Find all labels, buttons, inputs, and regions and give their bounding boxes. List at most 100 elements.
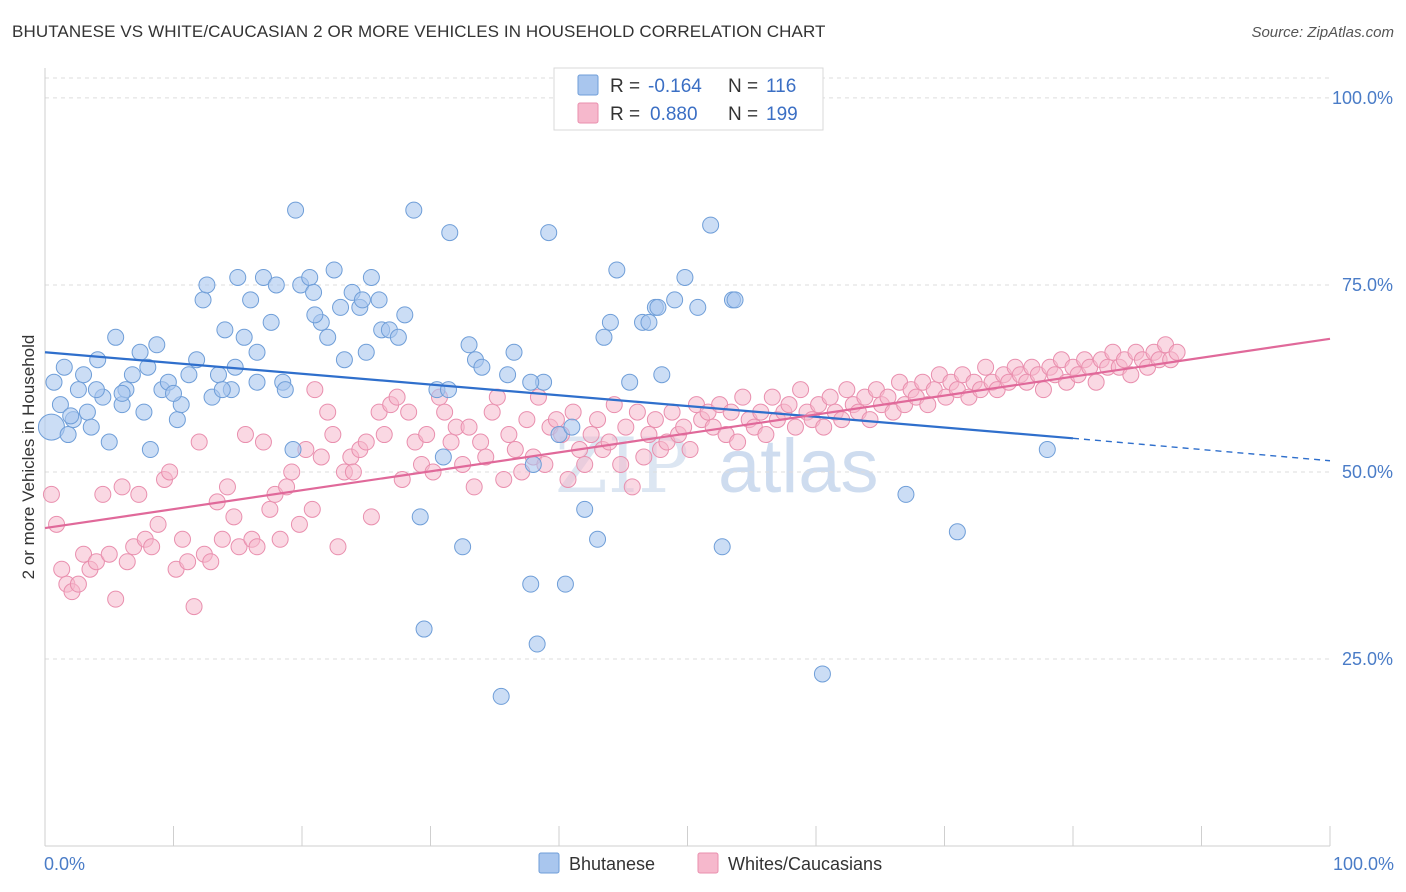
whites-point-185 bbox=[1122, 366, 1140, 384]
bhutanese-point-12 bbox=[100, 433, 118, 451]
bhutanese-point-34 bbox=[235, 328, 253, 346]
x-tick-label-100: 100.0% bbox=[1333, 854, 1394, 874]
bhutanese-point-112 bbox=[306, 306, 324, 324]
bhutanese-point-7 bbox=[75, 366, 93, 384]
bhutanese-point-78 bbox=[563, 418, 581, 436]
whites-point-100 bbox=[628, 403, 646, 421]
whites-point-18 bbox=[149, 515, 167, 533]
series-legend: Bhutanese Whites/Caucasians bbox=[538, 852, 882, 874]
whites-point-95 bbox=[600, 433, 618, 451]
bhutanese-point-89 bbox=[653, 366, 671, 384]
bhutanese-point-35 bbox=[242, 291, 260, 309]
legend-n-value-1: 116 bbox=[766, 76, 796, 97]
whites-point-93 bbox=[589, 411, 607, 429]
whites-point-29 bbox=[213, 530, 231, 548]
bhutanese-point-16 bbox=[123, 366, 141, 384]
bhutanese-point-86 bbox=[640, 313, 658, 331]
bhutanese-point-90 bbox=[666, 291, 684, 309]
bhutanese-point-75 bbox=[540, 224, 558, 242]
whites-point-88 bbox=[559, 470, 577, 488]
whites-point-97 bbox=[612, 455, 630, 473]
whites-point-47 bbox=[319, 403, 337, 421]
bhutanese-point-6 bbox=[69, 381, 87, 399]
bhutanese-trend-line bbox=[44, 351, 1074, 440]
bhutanese-point-106 bbox=[139, 358, 157, 376]
bhutanese-point-64 bbox=[454, 538, 472, 556]
bhutanese-point-114 bbox=[370, 291, 388, 309]
bhutanese-point-10 bbox=[89, 351, 107, 369]
whites-point-23 bbox=[179, 553, 197, 571]
bhutanese-point-19 bbox=[141, 441, 159, 459]
bhutanese-point-111 bbox=[284, 441, 302, 459]
bhutanese-point-76 bbox=[550, 426, 568, 444]
whites-point-73 bbox=[472, 433, 490, 451]
whites-point-77 bbox=[495, 470, 513, 488]
legend-swatch-bhutanese bbox=[577, 74, 599, 96]
whites-point-57 bbox=[375, 426, 393, 444]
whites-point-98 bbox=[617, 418, 635, 436]
bhutanese-point-94 bbox=[702, 216, 720, 234]
y-tick-labels: 25.0% 50.0% 75.0% 100.0% bbox=[1332, 88, 1393, 669]
bhutanese-point-82 bbox=[601, 313, 619, 331]
bhutanese-point-88 bbox=[649, 298, 667, 316]
whites-point-64 bbox=[418, 426, 436, 444]
bhutanese-point-1 bbox=[45, 373, 63, 391]
bhutanese-point-115 bbox=[522, 373, 540, 391]
whites-point-83 bbox=[529, 388, 547, 406]
whites-point-170 bbox=[1034, 381, 1052, 399]
bhutanese-point-79 bbox=[576, 500, 594, 518]
whites-point-45 bbox=[306, 381, 324, 399]
bhutanese-point-105 bbox=[62, 407, 80, 425]
whites-point-48 bbox=[324, 426, 342, 444]
whites-point-36 bbox=[254, 433, 272, 451]
whites-trend-line bbox=[44, 337, 1331, 530]
bottom-legend-label-bhutanese: Bhutanese bbox=[569, 854, 655, 874]
bhutanese-point-63 bbox=[441, 224, 459, 242]
whites-point-106 bbox=[663, 403, 681, 421]
whites-point-179 bbox=[1087, 373, 1105, 391]
bhutanese-point-58 bbox=[405, 201, 423, 219]
bhutanese-point-43 bbox=[301, 268, 319, 286]
whites-point-33 bbox=[236, 426, 254, 444]
whites-point-116 bbox=[722, 403, 740, 421]
whites-point-128 bbox=[792, 381, 810, 399]
whites-point-133 bbox=[821, 388, 839, 406]
whites-point-42 bbox=[290, 515, 308, 533]
whites-point-86 bbox=[547, 411, 565, 429]
whites-point-70 bbox=[454, 455, 472, 473]
whites-point-25 bbox=[190, 433, 208, 451]
bhutanese-point-33 bbox=[229, 268, 247, 286]
whites-point-41 bbox=[283, 463, 301, 481]
bhutanese-point-38 bbox=[262, 313, 280, 331]
bhutanese-point-48 bbox=[332, 298, 350, 316]
bhutanese-point-28 bbox=[198, 276, 216, 294]
legend-swatch-whites bbox=[577, 102, 599, 124]
whites-point-30 bbox=[218, 478, 236, 496]
bhutanese-point-101 bbox=[1038, 441, 1056, 459]
bhutanese-point-57 bbox=[396, 306, 414, 324]
bhutanese-point-47 bbox=[325, 261, 343, 279]
bhutanese-point-98 bbox=[813, 665, 831, 683]
y-tick-label-25: 25.0% bbox=[1342, 649, 1393, 669]
trend-lines bbox=[44, 337, 1331, 530]
y-axis-label: 2 or more Vehicles in Household bbox=[19, 335, 38, 580]
bhutanese-point-104 bbox=[113, 384, 131, 402]
bhutanese-point-4 bbox=[59, 426, 77, 444]
whites-point-24 bbox=[185, 598, 203, 616]
whites-point-59 bbox=[388, 388, 406, 406]
whites-point-99 bbox=[623, 478, 641, 496]
bhutanese-point-116 bbox=[439, 381, 457, 399]
whites-point-46 bbox=[312, 448, 330, 466]
x-ticks bbox=[44, 826, 1331, 846]
bhutanese-point-67 bbox=[473, 358, 491, 376]
bottom-legend-swatch-bhutanese bbox=[538, 852, 560, 874]
legend-n-value-2: 199 bbox=[766, 104, 798, 125]
bhutanese-point-62 bbox=[434, 448, 452, 466]
bhutanese-point-46 bbox=[319, 328, 337, 346]
bhutanese-point-110 bbox=[276, 381, 294, 399]
whites-point-13 bbox=[118, 553, 136, 571]
legend-n-label-2: N = bbox=[728, 104, 758, 125]
bottom-legend-label-whites: Whites/Caucasians bbox=[728, 854, 882, 874]
legend-r-label-1: R = bbox=[610, 76, 640, 97]
bhutanese-point-41 bbox=[287, 201, 305, 219]
